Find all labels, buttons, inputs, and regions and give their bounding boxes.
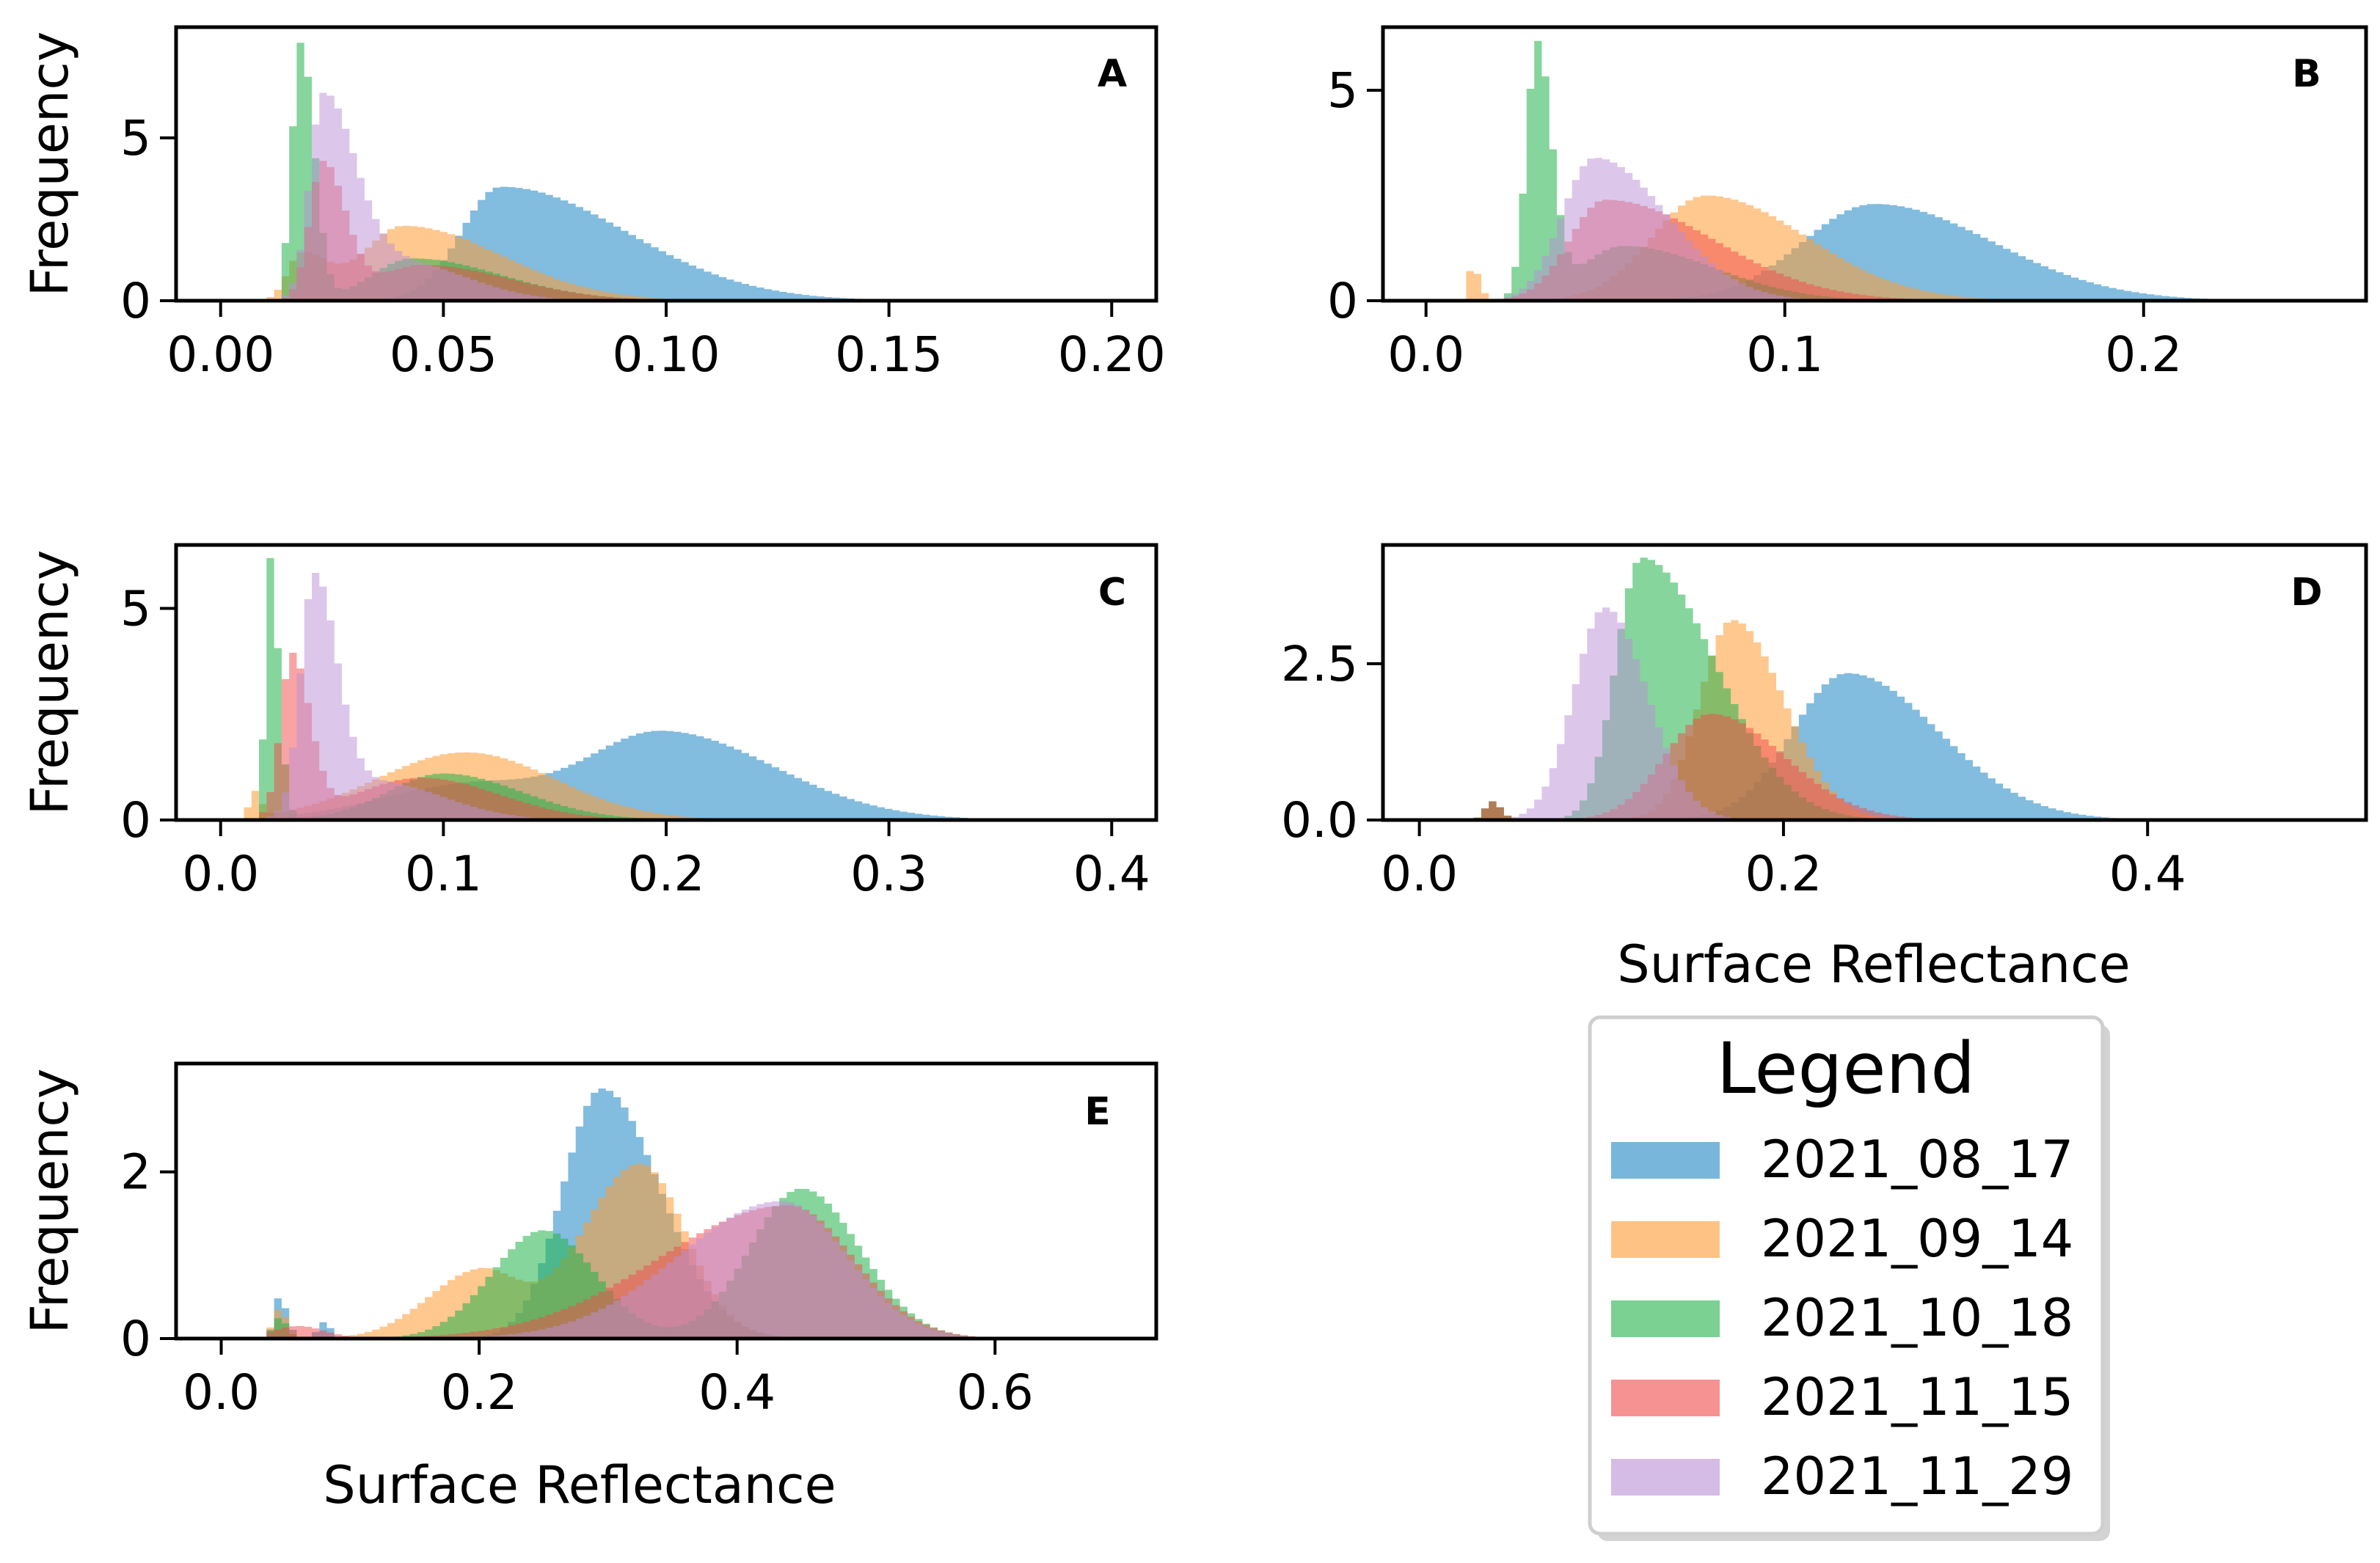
panel-e-ytick-label: 2 [120,1144,151,1201]
panel-a: 0.00 0.05 0.10 0.15 0.20 0 5 A Frequency [20,25,1166,383]
legend-item-2021-09-14: 2021_09_14 [1611,1209,2073,1269]
panel-b-series-2021-09-14 [1466,195,2064,301]
panel-e-ylabel: Frequency [20,1069,80,1334]
panel-a-xtick-label: 0.10 [613,326,720,383]
panel-d-xtick-label: 0.0 [1381,846,1458,902]
legend-item-2021-10-18: 2021_10_18 [1611,1288,2073,1348]
legend-swatch-2021-09-14 [1611,1221,1720,1258]
panel-a-xtick-label: 0.20 [1058,326,1166,383]
panel-b-series-2021-11-29 [1496,158,1852,301]
panel-e-xtick-label: 0.0 [183,1364,260,1421]
panel-d-series-2021-10-18 [1473,557,1913,820]
panel-d-ytick-label: 0.0 [1281,792,1358,849]
legend-label-2021-09-14: 2021_09_14 [1761,1209,2073,1269]
panel-b-xtick-label: 0.0 [1387,326,1464,383]
panel-a-xtick-label: 0.05 [390,326,497,383]
panel-d-ytick-label: 2.5 [1281,636,1358,692]
legend-swatch-2021-10-18 [1611,1300,1720,1337]
panel-c: 0.0 0.1 0.2 0.3 0.4 0 5 C Frequency [20,543,1158,902]
panel-c-xtick-label: 0.4 [1073,846,1150,902]
legend-label-2021-10-18: 2021_10_18 [1761,1288,2073,1348]
panel-c-ytick-label: 5 [120,581,151,637]
panel-b: 0.0 0.1 0.2 0 5 B [1327,25,2368,383]
panel-b-xtick-label: 0.2 [2105,326,2182,383]
legend-label-2021-08-17: 2021_08_17 [1761,1130,2073,1190]
legend-label-2021-11-29: 2021_11_29 [1761,1446,2073,1507]
panel-d: 0.0 0.2 0.4 0.0 2.5 D Surface Reflectance [1281,543,2368,995]
panel-c-xtick-label: 0.1 [405,846,482,902]
panel-b-xtick-label: 0.1 [1746,326,1823,383]
panel-b-label: B [2292,52,2321,96]
legend-item-2021-08-17: 2021_08_17 [1611,1130,2073,1190]
panel-d-xtick-label: 0.4 [2109,846,2186,902]
panel-d-xtick-label: 0.2 [1745,846,1822,902]
panel-a-series-2021-11-29 [281,92,621,301]
legend-item-2021-11-15: 2021_11_15 [1611,1367,2073,1427]
panel-d-series-2021-11-29 [1496,607,1754,820]
panel-c-ylabel: Frequency [20,550,80,816]
panel-d-label: D [2290,571,2322,615]
panel-c-series-2021-11-29 [259,573,591,820]
panel-a-label: A [1098,52,1127,96]
legend: Legend 2021_08_17 2021_09_14 2021_10_18 … [1588,1015,2110,1541]
panel-e-series-2021-11-29 [432,1201,1006,1339]
legend-swatch-2021-08-17 [1611,1142,1720,1179]
panel-d-xlabel: Surface Reflectance [1617,934,2130,995]
panel-e-ytick-label: 0 [120,1311,151,1367]
panel-b-ytick-label: 0 [1327,273,1358,329]
panel-b-ytick-label: 5 [1327,62,1358,119]
panel-a-ytick-label: 0 [120,273,151,329]
panel-e-xtick-label: 0.2 [441,1364,518,1421]
legend-item-2021-11-29: 2021_11_29 [1611,1446,2073,1507]
panel-e-xtick-label: 0.4 [698,1364,775,1421]
panel-e-xtick-label: 0.6 [957,1364,1034,1421]
legend-swatch-2021-11-29 [1611,1459,1720,1496]
panel-c-xtick-label: 0.2 [628,846,705,902]
panel-d-series-2021-08-17 [1473,673,2169,820]
legend-title: Legend [1717,1028,1976,1110]
panel-a-ytick-label: 5 [120,110,151,166]
panel-c-ytick-label: 0 [120,792,151,849]
panel-a-xtick-label: 0.15 [835,326,943,383]
panel-e: 0.0 0.2 0.4 0.6 0 2 E Frequency Surface Refle… [20,1061,1158,1515]
panel-c-xtick-label: 0.3 [850,846,927,902]
panel-e-label: E [1084,1090,1111,1134]
panel-c-xtick-label: 0.0 [182,846,259,902]
panel-e-xlabel: Surface Reflectance [323,1455,836,1515]
panel-c-label: C [1098,571,1126,615]
panel-d-series-2021-11-15 [1473,714,1958,820]
legend-label-2021-11-15: 2021_11_15 [1761,1367,2073,1427]
panel-a-ylabel: Frequency [20,32,80,297]
legend-swatch-2021-11-15 [1611,1380,1720,1416]
panel-a-xtick-label: 0.00 [167,326,274,383]
